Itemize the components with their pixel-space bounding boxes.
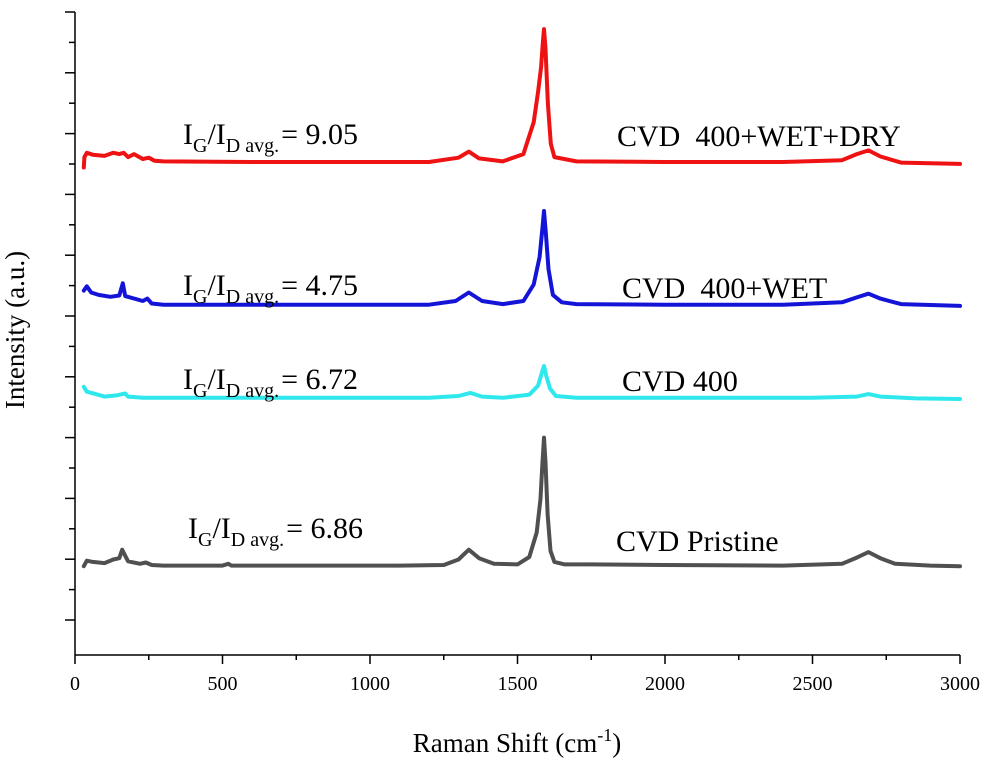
x-tick-label: 2000 (645, 673, 685, 695)
y-axis-title: Intensity (a.u.) (0, 251, 30, 409)
x-axis-title: Raman Shift (cm-1) (413, 725, 621, 758)
series-line-cvd-400-wet-dry (81, 27, 962, 170)
x-tick-label: 0 (70, 673, 80, 695)
x-tick-label: 1500 (498, 673, 538, 695)
annotation-ig-id-wet-dry: IG/ID avg.= 9.05 (183, 118, 358, 157)
x-tick-label: 3000 (940, 673, 980, 695)
series-line-cvd-400-wet (81, 209, 962, 308)
series-line-cvd-400 (81, 364, 962, 401)
series-lines (81, 27, 962, 569)
label-cvd-pristine: CVD Pristine (616, 525, 779, 558)
label-cvd-400-wet-dry: CVD 400+WET+DRY (617, 120, 901, 153)
label-cvd-400: CVD 400 (622, 365, 738, 398)
annotation-ig-id-wet: IG/ID avg.= 4.75 (183, 269, 358, 308)
x-tick-label: 2500 (793, 673, 833, 695)
y-ticks (65, 11, 75, 621)
annotation-ig-id-pristine: IG/ID avg.= 6.86 (188, 512, 363, 551)
annotation-ig-id-400: IG/ID avg.= 6.72 (183, 363, 358, 402)
label-cvd-400-wet: CVD 400+WET (622, 272, 827, 305)
series-line-cvd-pristine (81, 435, 962, 569)
x-tick-label: 1000 (350, 673, 390, 695)
x-tick-label: 500 (208, 673, 238, 695)
x-ticks: 0 500 1000 1500 2000 2500 3000 (70, 655, 980, 695)
